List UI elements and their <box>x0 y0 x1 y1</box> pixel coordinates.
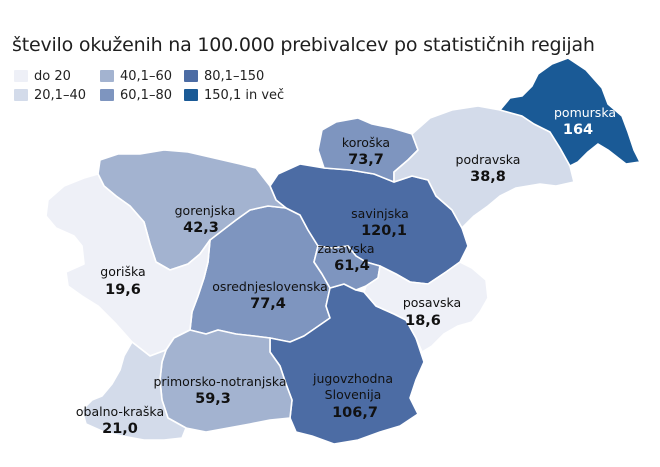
value-goriska: 19,6 <box>105 282 141 298</box>
legend-swatch <box>100 89 114 101</box>
legend-item: 60,1–80 <box>100 87 172 103</box>
legend: do 20 20,1–40 40,1–60 60,1–80 80,1–150 1… <box>14 68 314 108</box>
label-savinjska: savinjska <box>351 206 409 221</box>
legend-label: 150,1 in več <box>204 87 285 103</box>
value-posavska: 18,6 <box>405 313 441 329</box>
label-gorenjska: gorenjska <box>175 203 236 218</box>
legend-swatch <box>14 89 28 101</box>
legend-label: 40,1–60 <box>120 68 172 84</box>
legend-label: 60,1–80 <box>120 87 172 103</box>
value-zasavska: 61,4 <box>334 258 370 274</box>
label-zasavska: zasavska <box>318 241 375 256</box>
legend-item: 40,1–60 <box>100 68 172 84</box>
value-jugovzhodna: 106,7 <box>332 405 378 421</box>
value-savinjska: 120,1 <box>361 223 407 239</box>
value-pomurska: 164 <box>563 122 593 138</box>
label-obalno-kraska: obalno-kraška <box>76 404 164 419</box>
value-osrednjeslovenska: 77,4 <box>250 296 286 312</box>
legend-label: 20,1–40 <box>34 87 86 103</box>
label-posavska: posavska <box>403 295 461 310</box>
legend-label: do 20 <box>34 68 71 84</box>
legend-item: do 20 <box>14 68 71 84</box>
label-koroska: koroška <box>342 135 390 150</box>
legend-swatch <box>184 89 198 101</box>
value-primorsko-notranjska: 59,3 <box>195 391 231 407</box>
region-obalno-kraska[interactable] <box>81 341 187 441</box>
label-podravska: podravska <box>456 152 521 167</box>
label-primorsko-notranjska: primorsko-notranjska <box>153 374 286 389</box>
label-jugovzhodna-line1: jugovzhodna <box>312 371 393 386</box>
region-pomurska[interactable] <box>499 57 641 167</box>
value-gorenjska: 42,3 <box>183 220 219 236</box>
region-posavska[interactable] <box>363 261 489 353</box>
legend-swatch <box>184 70 198 82</box>
label-jugovzhodna-line2: Slovenija <box>325 387 382 402</box>
legend-swatch <box>100 70 114 82</box>
value-koroska: 73,7 <box>348 152 384 168</box>
legend-swatch <box>14 70 28 82</box>
label-osrednjeslovenska: osrednjeslovenska <box>212 279 328 294</box>
label-pomurska: pomurska <box>554 105 616 120</box>
legend-item: 20,1–40 <box>14 87 86 103</box>
legend-item: 150,1 in več <box>184 87 284 103</box>
legend-label: 80,1–150 <box>204 68 265 84</box>
label-goriska: goriška <box>100 264 145 279</box>
value-obalno-kraska: 21,0 <box>102 421 138 437</box>
legend-item: 80,1–150 <box>184 68 264 84</box>
map-title: število okuženih na 100.000 prebivalcev … <box>12 34 595 56</box>
value-podravska: 38,8 <box>470 169 506 185</box>
region-labels: pomurska 164 podravska 38,8 koroška 73,7… <box>76 105 616 437</box>
